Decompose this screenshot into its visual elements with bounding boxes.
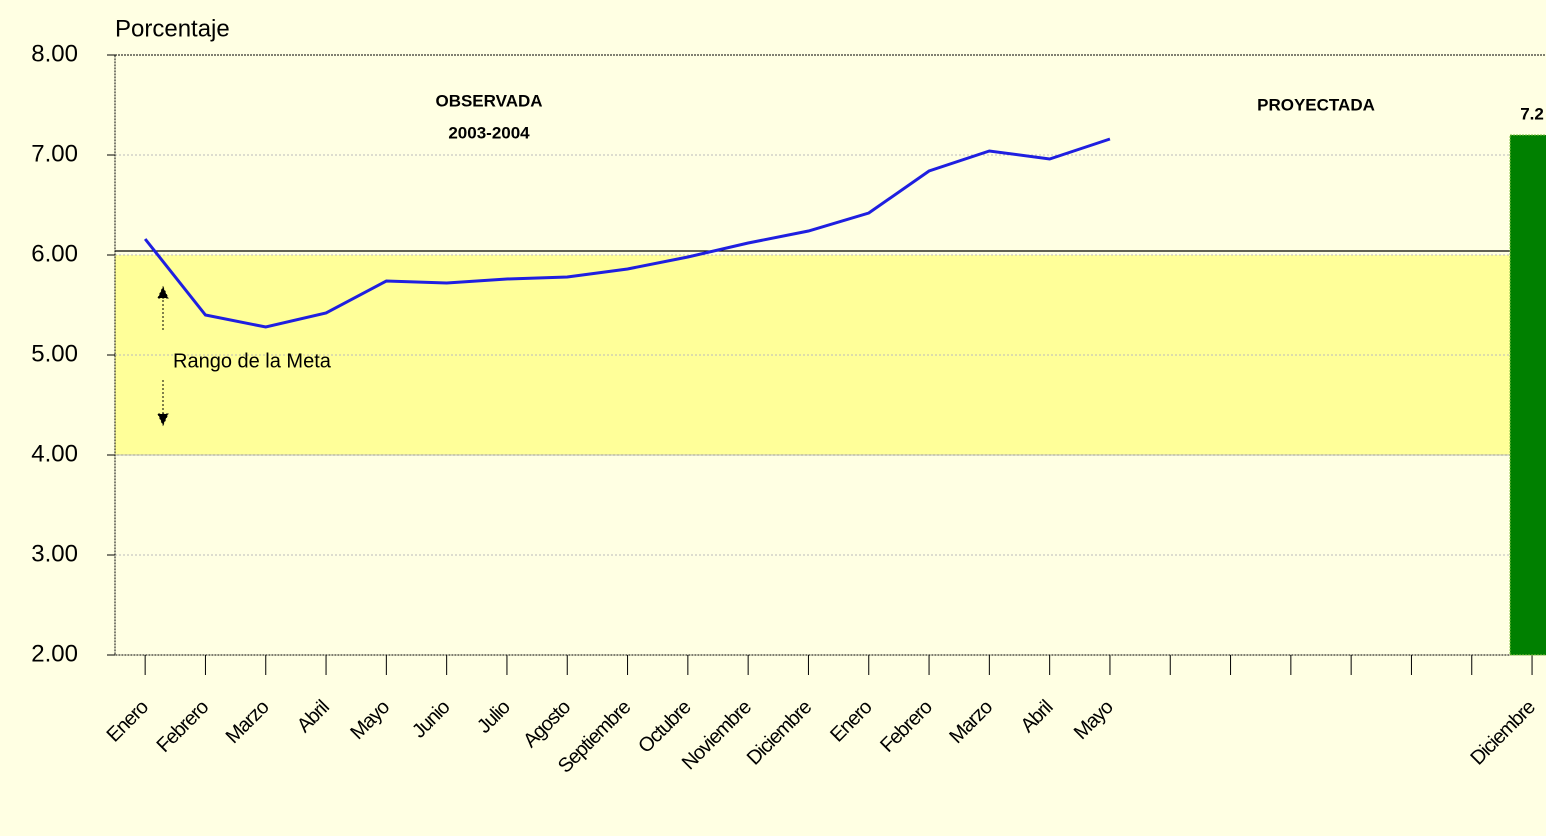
y-tick-label: 6.00 [31,240,78,267]
y-tick-label: 5.00 [31,340,78,367]
x-tick-label: Diciembre [1466,696,1539,769]
y-tick-label: 2.00 [31,640,78,667]
y-tick-label: 7.00 [31,140,78,167]
bar [1509,134,1546,656]
x-tick-label: Enero [103,696,153,746]
annotation: Rango de la Meta [173,350,332,372]
x-tick-label: Febrero [153,696,214,757]
x-tick-label: Enero [826,696,876,746]
y-tick-label: 4.00 [31,440,78,467]
annotation: OBSERVADA [435,91,542,110]
x-tick-label: Marzo [945,696,997,748]
x-tick-label: Diciembre [743,696,816,769]
x-tick-label: Marzo [222,696,274,748]
annotation: 2003-2004 [448,123,530,142]
x-tick-label: Junio [408,696,454,742]
x-tick-label: Febrero [876,696,937,757]
plot-border [114,54,1546,656]
x-tick-label: Abril [1017,696,1058,737]
x-tick-label: Abril [293,696,334,737]
x-tick-label: Agosto [519,696,575,752]
arrow [157,380,169,427]
x-tick-label: Mayo [1070,696,1118,744]
x-tick-label: Julio [473,696,515,738]
data-label: 7.2 [1520,104,1544,123]
x-tick-label: Mayo [346,696,394,744]
annotation: PROYECTADA [1257,95,1375,114]
y-axis-label: Porcentaje [115,15,230,42]
line [143,137,1111,329]
arrow [157,285,169,330]
x-tick-label: Octubre [634,696,696,758]
y-tick-label: 3.00 [31,540,78,567]
y-tick-label: 8.00 [31,40,78,67]
